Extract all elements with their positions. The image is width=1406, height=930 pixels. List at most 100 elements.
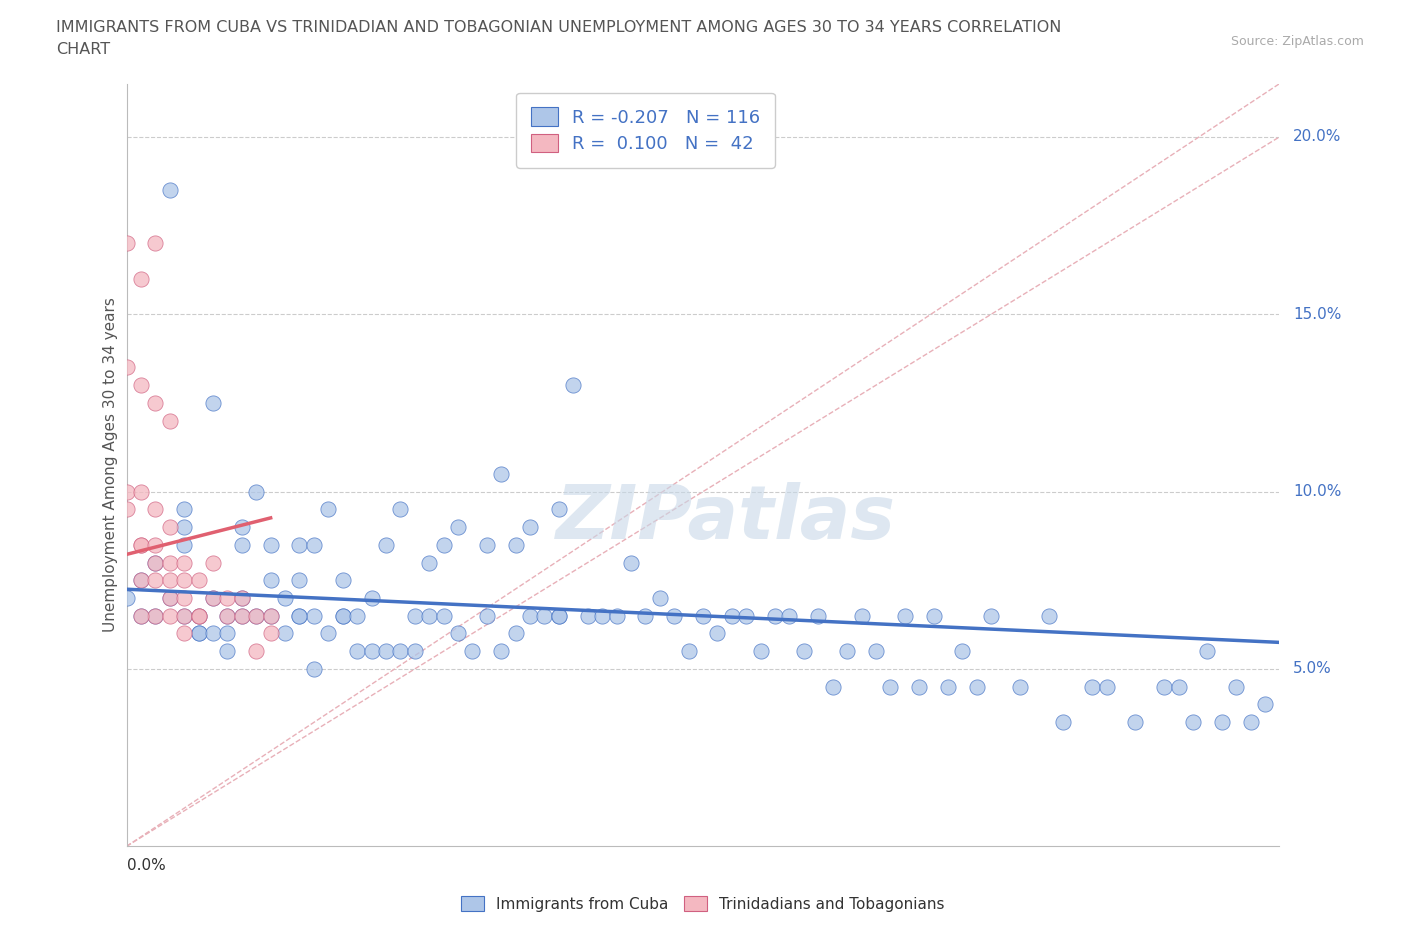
Point — [217, 626, 239, 641]
Point — [145, 573, 166, 588]
Point — [835, 644, 858, 658]
Point — [433, 608, 456, 623]
Point — [145, 608, 166, 623]
Point — [418, 555, 440, 570]
Point — [145, 608, 166, 623]
Point — [648, 591, 671, 605]
Point — [173, 608, 195, 623]
Point — [980, 608, 1002, 623]
Point — [259, 538, 281, 552]
Point — [735, 608, 758, 623]
Point — [519, 608, 541, 623]
Point — [634, 608, 657, 623]
Point — [202, 591, 225, 605]
Point — [173, 573, 195, 588]
Point — [129, 573, 152, 588]
Point — [505, 538, 527, 552]
Point — [346, 608, 368, 623]
Point — [433, 538, 456, 552]
Point — [332, 608, 354, 623]
Point — [851, 608, 873, 623]
Point — [159, 413, 181, 428]
Point — [475, 538, 498, 552]
Point — [145, 236, 166, 251]
Point — [145, 555, 166, 570]
Point — [591, 608, 613, 623]
Point — [936, 679, 959, 694]
Point — [749, 644, 772, 658]
Point — [145, 538, 166, 552]
Point — [447, 626, 470, 641]
Point — [1123, 715, 1146, 730]
Point — [302, 538, 325, 552]
Point — [173, 555, 195, 570]
Point — [548, 608, 571, 623]
Point — [519, 520, 541, 535]
Point — [159, 591, 181, 605]
Point — [779, 608, 801, 623]
Point — [1167, 679, 1189, 694]
Point — [576, 608, 599, 623]
Point — [1197, 644, 1219, 658]
Point — [115, 591, 138, 605]
Point — [187, 608, 209, 623]
Point — [129, 608, 152, 623]
Point — [1008, 679, 1031, 694]
Point — [332, 573, 354, 588]
Point — [922, 608, 945, 623]
Point — [217, 591, 239, 605]
Point — [231, 608, 253, 623]
Point — [129, 608, 152, 623]
Point — [115, 360, 138, 375]
Point — [865, 644, 887, 658]
Point — [187, 626, 209, 641]
Point — [245, 485, 267, 499]
Point — [1081, 679, 1104, 694]
Point — [404, 608, 426, 623]
Point — [288, 608, 311, 623]
Point — [332, 608, 354, 623]
Point — [879, 679, 901, 694]
Point — [245, 608, 267, 623]
Point — [173, 520, 195, 535]
Point — [302, 608, 325, 623]
Point — [346, 644, 368, 658]
Point — [720, 608, 742, 623]
Point — [259, 608, 281, 623]
Point — [360, 644, 382, 658]
Point — [129, 378, 152, 392]
Point — [159, 573, 181, 588]
Point — [231, 520, 253, 535]
Point — [1052, 715, 1074, 730]
Point — [259, 608, 281, 623]
Legend: Immigrants from Cuba, Trinidadians and Tobagonians: Immigrants from Cuba, Trinidadians and T… — [456, 889, 950, 918]
Point — [548, 608, 571, 623]
Point — [231, 591, 253, 605]
Point — [288, 538, 311, 552]
Text: 5.0%: 5.0% — [1294, 661, 1331, 676]
Point — [1211, 715, 1233, 730]
Point — [966, 679, 988, 694]
Y-axis label: Unemployment Among Ages 30 to 34 years: Unemployment Among Ages 30 to 34 years — [103, 298, 118, 632]
Point — [129, 272, 152, 286]
Text: 10.0%: 10.0% — [1294, 485, 1341, 499]
Point — [664, 608, 686, 623]
Point — [274, 626, 297, 641]
Legend: R = -0.207   N = 116, R =  0.100   N =  42: R = -0.207 N = 116, R = 0.100 N = 42 — [516, 93, 775, 167]
Point — [159, 182, 181, 197]
Point — [461, 644, 484, 658]
Point — [533, 608, 555, 623]
Point — [202, 591, 225, 605]
Point — [360, 591, 382, 605]
Text: 20.0%: 20.0% — [1294, 129, 1341, 144]
Point — [318, 502, 340, 517]
Point — [1038, 608, 1060, 623]
Point — [374, 644, 398, 658]
Point — [115, 502, 138, 517]
Point — [374, 538, 398, 552]
Point — [245, 608, 267, 623]
Point — [259, 626, 281, 641]
Point — [1095, 679, 1118, 694]
Point — [894, 608, 917, 623]
Point — [173, 502, 195, 517]
